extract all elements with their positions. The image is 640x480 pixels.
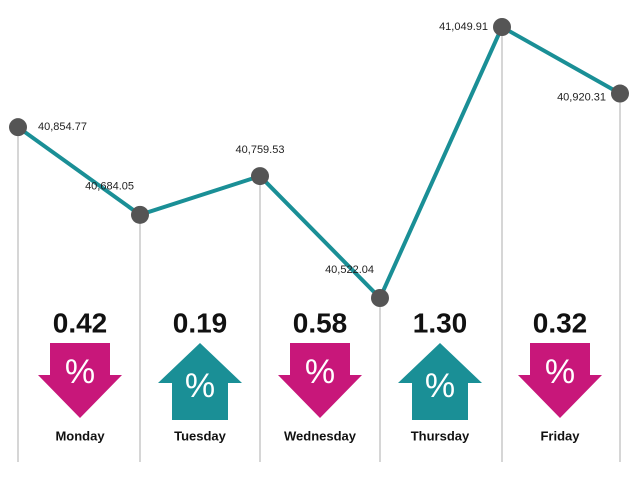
change-label: 1.30	[413, 307, 468, 338]
point-marker	[611, 84, 629, 103]
percent-symbol: %	[545, 353, 575, 391]
value-label: 40,522.04	[325, 264, 374, 276]
value-label: 40,854.77	[38, 121, 87, 133]
price-line	[16, 24, 621, 302]
day-label: Thursday	[411, 428, 470, 443]
point-marker	[131, 205, 149, 224]
point-marker	[371, 289, 389, 307]
percent-symbol: %	[185, 367, 215, 405]
day-label: Friday	[540, 428, 580, 443]
change-label: 0.42	[53, 307, 108, 338]
point-marker	[9, 118, 27, 137]
percent-symbol: %	[65, 353, 95, 391]
day-label: Tuesday	[174, 428, 227, 443]
change-label: 0.58	[293, 307, 348, 338]
value-label: 40,759.53	[236, 144, 285, 156]
value-label: 41,049.91	[439, 21, 488, 33]
arrow-up	[398, 343, 482, 420]
point-marker	[493, 18, 511, 36]
value-label: 40,684.05	[85, 181, 134, 193]
arrow-down	[278, 343, 362, 418]
arrow-down	[518, 343, 602, 418]
arrow-up	[158, 343, 242, 420]
value-label: 40,920.31	[557, 91, 606, 103]
percent-symbol: %	[305, 353, 335, 391]
day-label: Wednesday	[284, 428, 357, 443]
arrow-down	[38, 343, 122, 418]
point-marker	[251, 167, 269, 186]
day-label: Monday	[55, 428, 105, 443]
percent-symbol: %	[425, 367, 455, 405]
change-label: 0.32	[533, 307, 588, 338]
change-label: 0.19	[173, 307, 228, 338]
